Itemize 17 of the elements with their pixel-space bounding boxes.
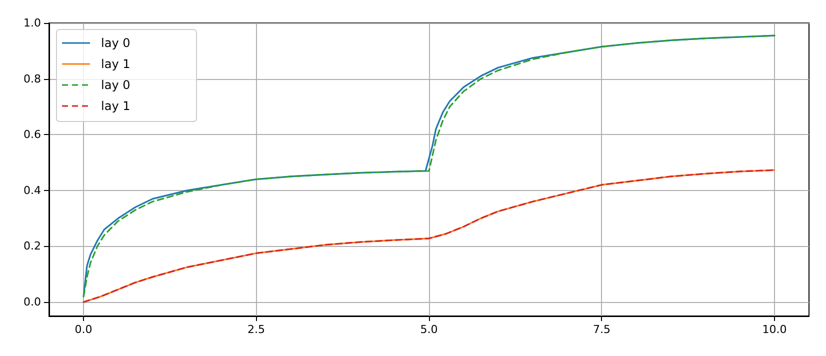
y-tick-label: 0.6: [24, 128, 41, 142]
legend-label: lay 1: [101, 57, 130, 71]
x-tick-label: 2.5: [248, 323, 266, 336]
x-tick-label: 5.0: [420, 323, 438, 336]
y-tick-label: 0.8: [24, 72, 41, 86]
y-tick-label: 1.0: [24, 16, 41, 30]
x-tick-label: 7.5: [592, 323, 610, 336]
legend-label: lay 1: [101, 99, 130, 113]
y-tick-label: 0.4: [24, 184, 41, 197]
y-tick-label: 0.2: [24, 240, 41, 253]
x-tick-label: 10.0: [762, 323, 787, 336]
x-tick-label: 0.0: [74, 323, 92, 336]
legend-label: lay 0: [101, 36, 130, 50]
y-tick-label: 0.0: [24, 296, 41, 309]
legend-label: lay 0: [101, 78, 130, 92]
line-series: [82, 34, 776, 298]
line-series: [82, 169, 776, 303]
